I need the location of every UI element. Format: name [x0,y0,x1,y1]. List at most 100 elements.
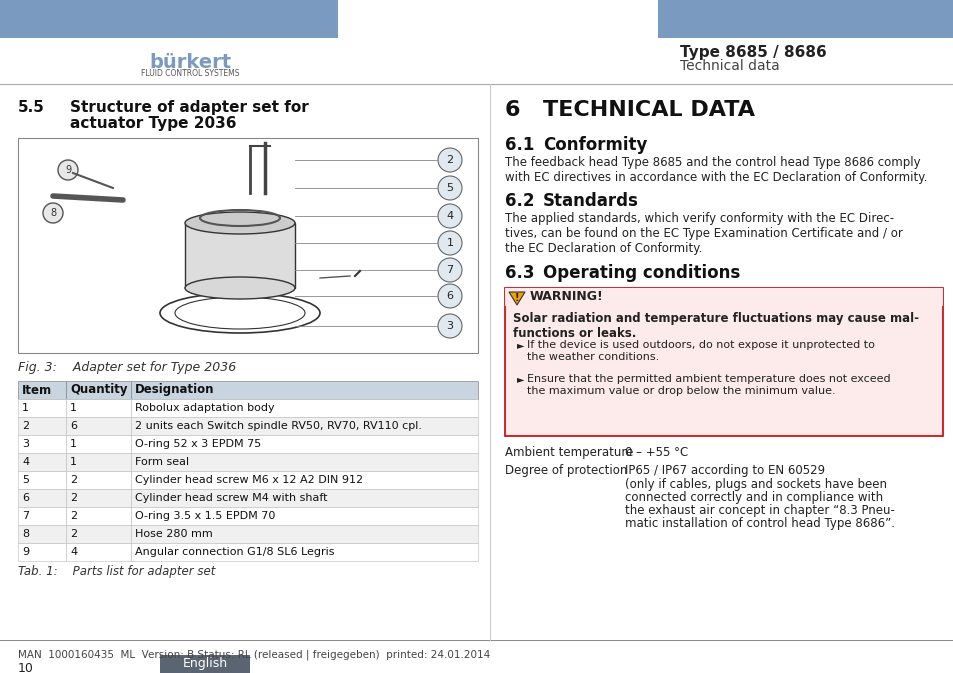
FancyBboxPatch shape [18,381,66,399]
Text: 4: 4 [22,457,30,467]
FancyBboxPatch shape [131,435,477,453]
Circle shape [437,284,461,308]
FancyBboxPatch shape [66,435,131,453]
FancyBboxPatch shape [658,0,953,38]
Circle shape [437,176,461,200]
Text: bürkert: bürkert [149,52,231,71]
Text: 1: 1 [446,238,453,248]
Text: 10: 10 [18,662,34,673]
FancyBboxPatch shape [18,525,66,543]
Text: 3: 3 [446,321,453,331]
FancyBboxPatch shape [66,453,131,471]
Text: 6: 6 [504,100,520,120]
Circle shape [437,204,461,228]
FancyBboxPatch shape [131,507,477,525]
Text: WARNING!: WARNING! [530,291,603,304]
Text: If the device is used outdoors, do not expose it unprotected to
the weather cond: If the device is used outdoors, do not e… [526,340,874,361]
Circle shape [437,314,461,338]
Text: Tab. 1:    Parts list for adapter set: Tab. 1: Parts list for adapter set [18,565,215,578]
FancyBboxPatch shape [18,507,66,525]
FancyBboxPatch shape [131,489,477,507]
FancyBboxPatch shape [18,435,66,453]
Text: actuator Type 2036: actuator Type 2036 [70,116,236,131]
FancyBboxPatch shape [131,453,477,471]
Text: 2: 2 [70,511,77,521]
Text: 1: 1 [70,457,77,467]
Text: 4: 4 [446,211,453,221]
Text: 8: 8 [22,529,30,539]
Circle shape [437,231,461,255]
Text: 5.5: 5.5 [18,100,45,115]
Text: matic installation of control head Type 8686”.: matic installation of control head Type … [624,517,894,530]
Text: Angular connection G1/8 SL6 Legris: Angular connection G1/8 SL6 Legris [135,547,335,557]
FancyBboxPatch shape [18,543,66,561]
Text: O-ring 52 x 3 EPDM 75: O-ring 52 x 3 EPDM 75 [135,439,261,449]
FancyBboxPatch shape [131,471,477,489]
Circle shape [437,148,461,172]
Text: TECHNICAL DATA: TECHNICAL DATA [542,100,754,120]
Text: Standards: Standards [542,192,639,210]
FancyBboxPatch shape [0,0,337,38]
Text: MAN  1000160435  ML  Version: B Status: RL (released | freigegeben)  printed: 24: MAN 1000160435 ML Version: B Status: RL … [18,650,490,660]
Text: 9: 9 [65,165,71,175]
FancyBboxPatch shape [66,507,131,525]
Text: Quantity: Quantity [70,384,128,396]
Text: 5: 5 [446,183,453,193]
Text: 5: 5 [22,475,29,485]
Text: 6: 6 [70,421,77,431]
Text: 2 units each Switch spindle RV50, RV70, RV110 cpl.: 2 units each Switch spindle RV50, RV70, … [135,421,421,431]
Text: Technical data: Technical data [679,59,779,73]
Text: Fig. 3:    Adapter set for Type 2036: Fig. 3: Adapter set for Type 2036 [18,361,236,374]
Circle shape [43,203,63,223]
Text: 2: 2 [70,529,77,539]
Text: Cylinder head screw M4 with shaft: Cylinder head screw M4 with shaft [135,493,327,503]
Text: Operating conditions: Operating conditions [542,264,740,282]
FancyBboxPatch shape [131,399,477,417]
Text: Ensure that the permitted ambient temperature does not exceed
the maximum value : Ensure that the permitted ambient temper… [526,374,890,396]
Text: 6.3: 6.3 [504,264,534,282]
FancyBboxPatch shape [18,138,477,353]
Text: Structure of adapter set for: Structure of adapter set for [70,100,309,115]
Text: ►: ► [517,340,524,350]
FancyBboxPatch shape [131,525,477,543]
Text: 4: 4 [70,547,77,557]
FancyBboxPatch shape [66,381,131,399]
Text: 9: 9 [22,547,30,557]
FancyBboxPatch shape [66,525,131,543]
Circle shape [58,160,78,180]
FancyBboxPatch shape [504,288,942,436]
Text: Robolux adaptation body: Robolux adaptation body [135,403,274,413]
FancyBboxPatch shape [18,399,66,417]
FancyBboxPatch shape [131,381,477,399]
Ellipse shape [185,212,294,234]
Text: connected correctly and in compliance with: connected correctly and in compliance wi… [624,491,882,504]
Text: !: ! [515,293,518,303]
FancyBboxPatch shape [66,417,131,435]
FancyBboxPatch shape [18,417,66,435]
Ellipse shape [185,277,294,299]
Text: 1: 1 [70,403,77,413]
FancyBboxPatch shape [18,489,66,507]
Text: 7: 7 [22,511,30,521]
Text: 6: 6 [446,291,453,301]
FancyBboxPatch shape [66,399,131,417]
Text: ►: ► [517,374,524,384]
FancyBboxPatch shape [18,471,66,489]
FancyBboxPatch shape [504,288,942,306]
Text: Designation: Designation [135,384,214,396]
Text: the exhaust air concept in chapter “8.3 Pneu-: the exhaust air concept in chapter “8.3 … [624,504,894,517]
Text: Conformity: Conformity [542,136,647,154]
Text: 2: 2 [22,421,30,431]
FancyBboxPatch shape [66,489,131,507]
Text: (only if cables, plugs and sockets have been: (only if cables, plugs and sockets have … [624,478,886,491]
Text: 2: 2 [446,155,453,165]
Text: English: English [182,658,228,670]
Text: Cylinder head screw M6 x 12 A2 DIN 912: Cylinder head screw M6 x 12 A2 DIN 912 [135,475,363,485]
FancyBboxPatch shape [18,453,66,471]
Text: 1: 1 [22,403,29,413]
Text: Degree of protection: Degree of protection [504,464,627,477]
FancyBboxPatch shape [160,655,250,673]
FancyBboxPatch shape [185,223,294,288]
Text: Ambient temperature: Ambient temperature [504,446,633,459]
Text: 8: 8 [50,208,56,218]
